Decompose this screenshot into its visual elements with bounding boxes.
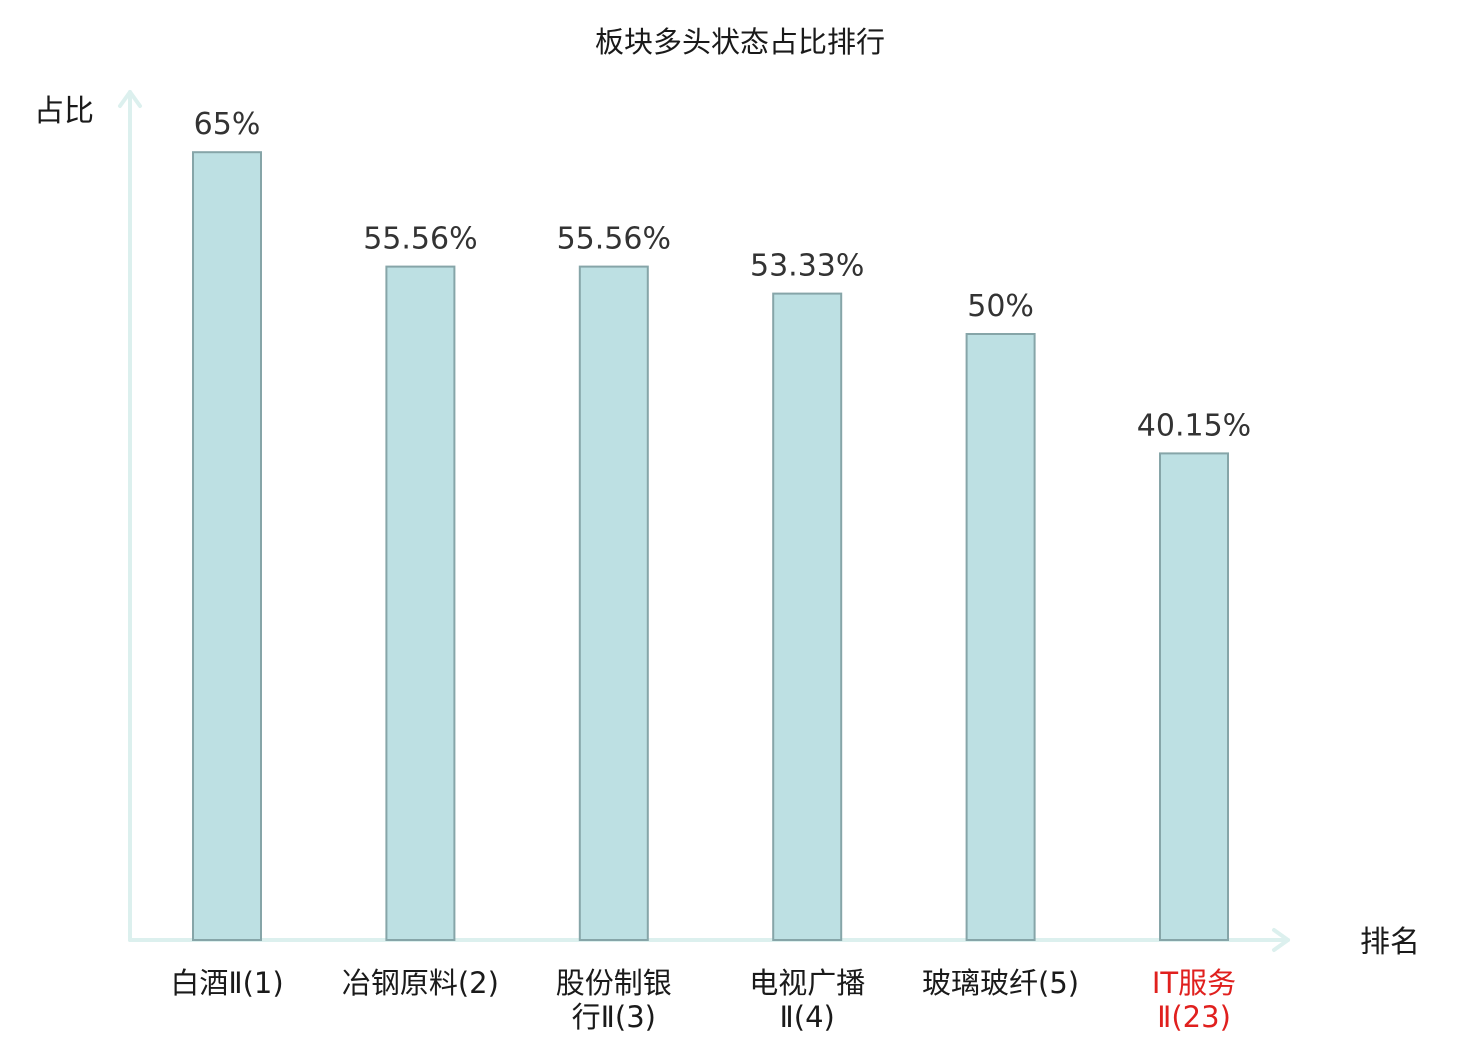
x-tick-label: 玻璃玻纤(5) <box>922 966 1079 1000</box>
x-tick-label: 白酒Ⅱ(1) <box>170 966 283 1000</box>
bar <box>1159 452 1229 941</box>
bar-value-label: 55.56% <box>363 222 477 257</box>
x-tick-label: Ⅱ(4) <box>780 1000 835 1034</box>
y-axis-arrow <box>118 90 142 108</box>
axes <box>118 90 1290 952</box>
bar-value-label: 40.15% <box>1137 408 1251 443</box>
x-tick-label: IT服务 <box>1152 966 1236 1000</box>
bar <box>965 333 1036 941</box>
x-tick-label: 行Ⅱ(3) <box>572 1000 656 1034</box>
bar <box>578 265 649 942</box>
chart-title: 板块多头状态占比排行 <box>595 25 885 59</box>
bar-value-label: 53.33% <box>750 249 864 284</box>
x-tick-label: Ⅱ(23) <box>1157 1000 1231 1034</box>
x-axis-title: 排名 <box>1360 925 1420 960</box>
bar <box>385 265 456 942</box>
bar-value-label: 50% <box>967 289 1034 324</box>
bar <box>192 151 262 941</box>
y-axis-title: 占比 <box>34 94 94 129</box>
x-tick-label: 冶钢原料(2) <box>342 966 499 1000</box>
value-labels: 65% 55.56% 55.56% 53.33% 50% 40.15% <box>194 107 1252 443</box>
bar <box>772 292 843 942</box>
x-tick-label: 电视广播 <box>749 966 865 1000</box>
bars <box>192 151 1229 942</box>
bar-value-label: 65% <box>194 107 261 142</box>
x-tick-label: 股份制银 <box>556 966 672 1000</box>
bar-value-label: 55.56% <box>557 222 671 257</box>
x-axis-arrow <box>1272 928 1290 952</box>
